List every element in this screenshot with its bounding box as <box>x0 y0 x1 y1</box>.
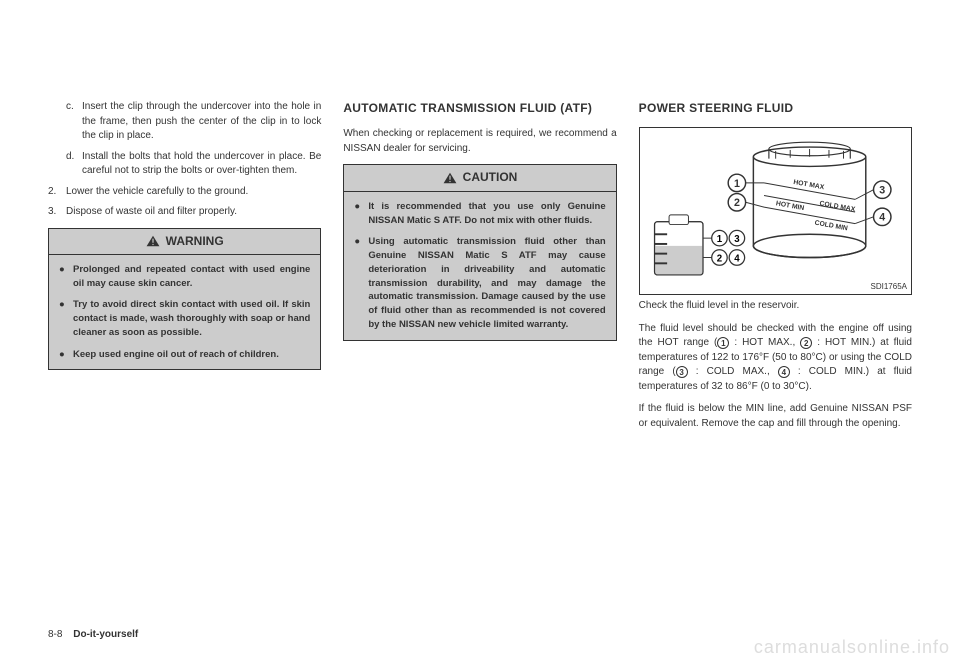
caution-title: CAUTION <box>463 169 518 186</box>
paragraph: When checking or replacement is required… <box>343 127 616 156</box>
section-heading-atf: AUTOMATIC TRANSMISSION FLUID (ATF) <box>343 100 616 117</box>
list-item: 3. Dispose of waste oil and filter prope… <box>48 205 321 220</box>
warning-bullet: ●Prolonged and repeated contact with use… <box>59 263 310 291</box>
svg-text:2: 2 <box>734 198 740 210</box>
reservoir-diagram: HOT MAX COLD MAX HOT MIN COLD MIN 1 2 3 … <box>640 128 911 294</box>
svg-text:4: 4 <box>879 212 885 224</box>
page-columns: c. Insert the clip through the undercove… <box>48 100 912 439</box>
label-cold-max: COLD MAX <box>819 201 856 214</box>
list-item: 2. Lower the vehicle carefully to the gr… <box>48 185 321 200</box>
svg-text:4: 4 <box>734 254 740 265</box>
paragraph: If the fluid is below the MIN line, add … <box>639 402 912 431</box>
svg-text:1: 1 <box>716 234 722 245</box>
page-footer: 8-8 Do-it-yourself <box>48 629 138 640</box>
item-marker: c. <box>66 100 82 144</box>
caution-box: CAUTION ●It is recommended that you use … <box>343 164 616 340</box>
list-item: c. Insert the clip through the undercove… <box>48 100 321 144</box>
caution-icon <box>443 172 457 184</box>
warning-head: WARNING <box>49 229 320 255</box>
warning-bullet: ●Try to avoid direct skin contact with u… <box>59 298 310 339</box>
warning-bullet: ●Keep used engine oil out of reach of ch… <box>59 348 310 362</box>
ref-3-icon: 3 <box>676 366 688 378</box>
warning-title: WARNING <box>166 233 224 250</box>
item-text: Install the bolts that hold the undercov… <box>82 150 321 179</box>
section-heading-psf: POWER STEERING FLUID <box>639 100 912 117</box>
item-text: Insert the clip through the undercover i… <box>82 100 321 144</box>
list-item: d. Install the bolts that hold the under… <box>48 150 321 179</box>
item-text: Dispose of waste oil and filter properly… <box>66 205 237 220</box>
warning-body: ●Prolonged and repeated contact with use… <box>49 255 320 370</box>
ref-1-icon: 1 <box>717 337 729 349</box>
paragraph-with-refs: The fluid level should be checked with t… <box>639 322 912 395</box>
paragraph: Check the fluid level in the reservoir. <box>639 299 912 314</box>
section-name: Do-it-yourself <box>73 629 138 640</box>
caution-bullet: ●It is recommended that you use only Gen… <box>354 200 605 228</box>
caution-head: CAUTION <box>344 165 615 191</box>
item-marker: 3. <box>48 205 66 220</box>
column-3: POWER STEERING FLUID HOT M <box>639 100 912 439</box>
watermark: carmanualsonline.info <box>754 637 950 658</box>
caution-body: ●It is recommended that you use only Gen… <box>344 192 615 340</box>
ref-4-icon: 4 <box>778 366 790 378</box>
column-2: AUTOMATIC TRANSMISSION FLUID (ATF) When … <box>343 100 616 439</box>
warning-icon <box>146 235 160 247</box>
label-hot-max: HOT MAX <box>792 179 824 191</box>
page-number: 8-8 <box>48 629 62 640</box>
item-marker: d. <box>66 150 82 179</box>
warning-box: WARNING ●Prolonged and repeated contact … <box>48 228 321 371</box>
svg-text:1: 1 <box>734 178 740 190</box>
svg-text:2: 2 <box>716 254 721 265</box>
svg-text:3: 3 <box>734 234 740 245</box>
reservoir-figure: HOT MAX COLD MAX HOT MIN COLD MIN 1 2 3 … <box>639 127 912 295</box>
item-text: Lower the vehicle carefully to the groun… <box>66 185 248 200</box>
caution-bullet: ●Using automatic transmission fluid othe… <box>354 235 605 331</box>
figure-label: SDI1765A <box>871 281 907 293</box>
svg-text:3: 3 <box>879 185 885 197</box>
item-marker: 2. <box>48 185 66 200</box>
column-1: c. Insert the clip through the undercove… <box>48 100 321 439</box>
ref-2-icon: 2 <box>800 337 812 349</box>
